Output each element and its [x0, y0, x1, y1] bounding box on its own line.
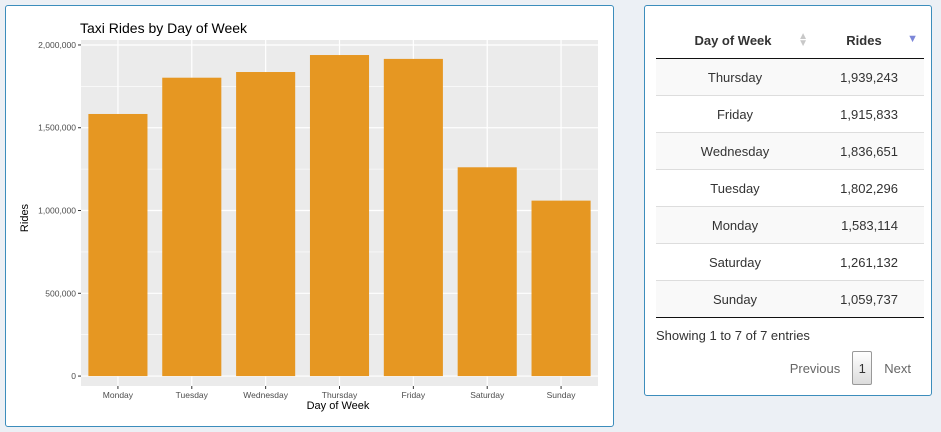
bar: [236, 72, 296, 377]
cell-rides: 1,939,243: [814, 58, 924, 96]
table-row: Tuesday 1,802,296: [656, 169, 924, 207]
cell-day: Friday: [656, 95, 814, 133]
cell-day: Saturday: [656, 243, 814, 281]
sort-both-icon: ▲ ▼: [798, 31, 808, 49]
table-row: Thursday 1,939,243: [656, 58, 924, 96]
bar: [162, 77, 222, 377]
y-tick-label: 0: [71, 371, 76, 381]
next-page-button[interactable]: Next: [884, 360, 911, 376]
cell-day: Monday: [656, 206, 814, 244]
column-header-rides-label: Rides: [846, 32, 882, 48]
cell-rides: 1,059,737: [814, 280, 924, 318]
column-header-day-label: Day of Week: [694, 32, 772, 48]
x-tick-label: Friday: [402, 390, 426, 400]
x-axis-title: Day of Week: [307, 400, 370, 412]
table-panel: Day of Week ▲ ▼ Rides ▼ Thursday 1,939,24…: [644, 5, 932, 396]
cell-day: Tuesday: [656, 169, 814, 207]
column-header-rides[interactable]: Rides ▼: [814, 22, 924, 59]
y-axis-title: Rides: [19, 203, 31, 232]
sort-descending-icon: ▼: [907, 33, 918, 45]
pagination: Previous 1 Next: [782, 350, 919, 386]
y-tick-label: 2,000,000: [38, 40, 76, 50]
table-row: Monday 1,583,114: [656, 206, 924, 244]
x-tick-label: Tuesday: [176, 390, 209, 400]
table-row: Sunday 1,059,737: [656, 280, 924, 318]
x-tick-label: Sunday: [547, 390, 577, 400]
bar: [309, 55, 370, 377]
rides-table: Day of Week ▲ ▼ Rides ▼ Thursday 1,939,24…: [656, 22, 924, 318]
table-row: Friday 1,915,833: [656, 95, 924, 133]
table-info: Showing 1 to 7 of 7 entries: [656, 328, 810, 343]
page-1-button[interactable]: 1: [852, 351, 873, 385]
cell-rides: 1,836,651: [814, 132, 924, 170]
chart-panel: Taxi Rides by Day of Week 0 500,000 1,000,…: [5, 5, 614, 427]
y-tick-label: 1,500,000: [38, 123, 76, 133]
bar: [88, 113, 148, 377]
bar-chart: Taxi Rides by Day of Week 0 500,000 1,000,…: [19, 20, 598, 412]
cell-day: Thursday: [656, 58, 814, 96]
x-tick-label: Saturday: [470, 390, 505, 400]
previous-page-button[interactable]: Previous: [789, 360, 841, 376]
x-tick-label: Monday: [103, 390, 134, 400]
cell-day: Sunday: [656, 280, 814, 318]
cell-rides: 1,583,114: [814, 206, 924, 244]
cell-day: Wednesday: [656, 132, 814, 170]
x-axis: Monday Tuesday Wednesday Thursday Friday Satu…: [103, 386, 576, 400]
bar: [531, 200, 591, 377]
column-header-day[interactable]: Day of Week ▲ ▼: [656, 22, 814, 59]
bar: [383, 58, 443, 377]
cell-rides: 1,261,132: [814, 243, 924, 281]
y-tick-label: 500,000: [45, 288, 76, 298]
x-tick-label: Thursday: [322, 390, 358, 400]
table-row: Wednesday 1,836,651: [656, 132, 924, 170]
table-header-row: Day of Week ▲ ▼ Rides ▼: [656, 22, 924, 59]
cell-rides: 1,915,833: [814, 95, 924, 133]
x-tick-label: Wednesday: [243, 390, 288, 400]
bar: [457, 167, 517, 377]
chart-title: Taxi Rides by Day of Week: [80, 20, 248, 36]
y-axis: 0 500,000 1,000,000 1,500,000 2,000,000: [38, 40, 81, 381]
y-tick-label: 1,000,000: [38, 206, 76, 216]
table-row: Saturday 1,261,132: [656, 243, 924, 281]
bars: [88, 55, 591, 377]
cell-rides: 1,802,296: [814, 169, 924, 207]
